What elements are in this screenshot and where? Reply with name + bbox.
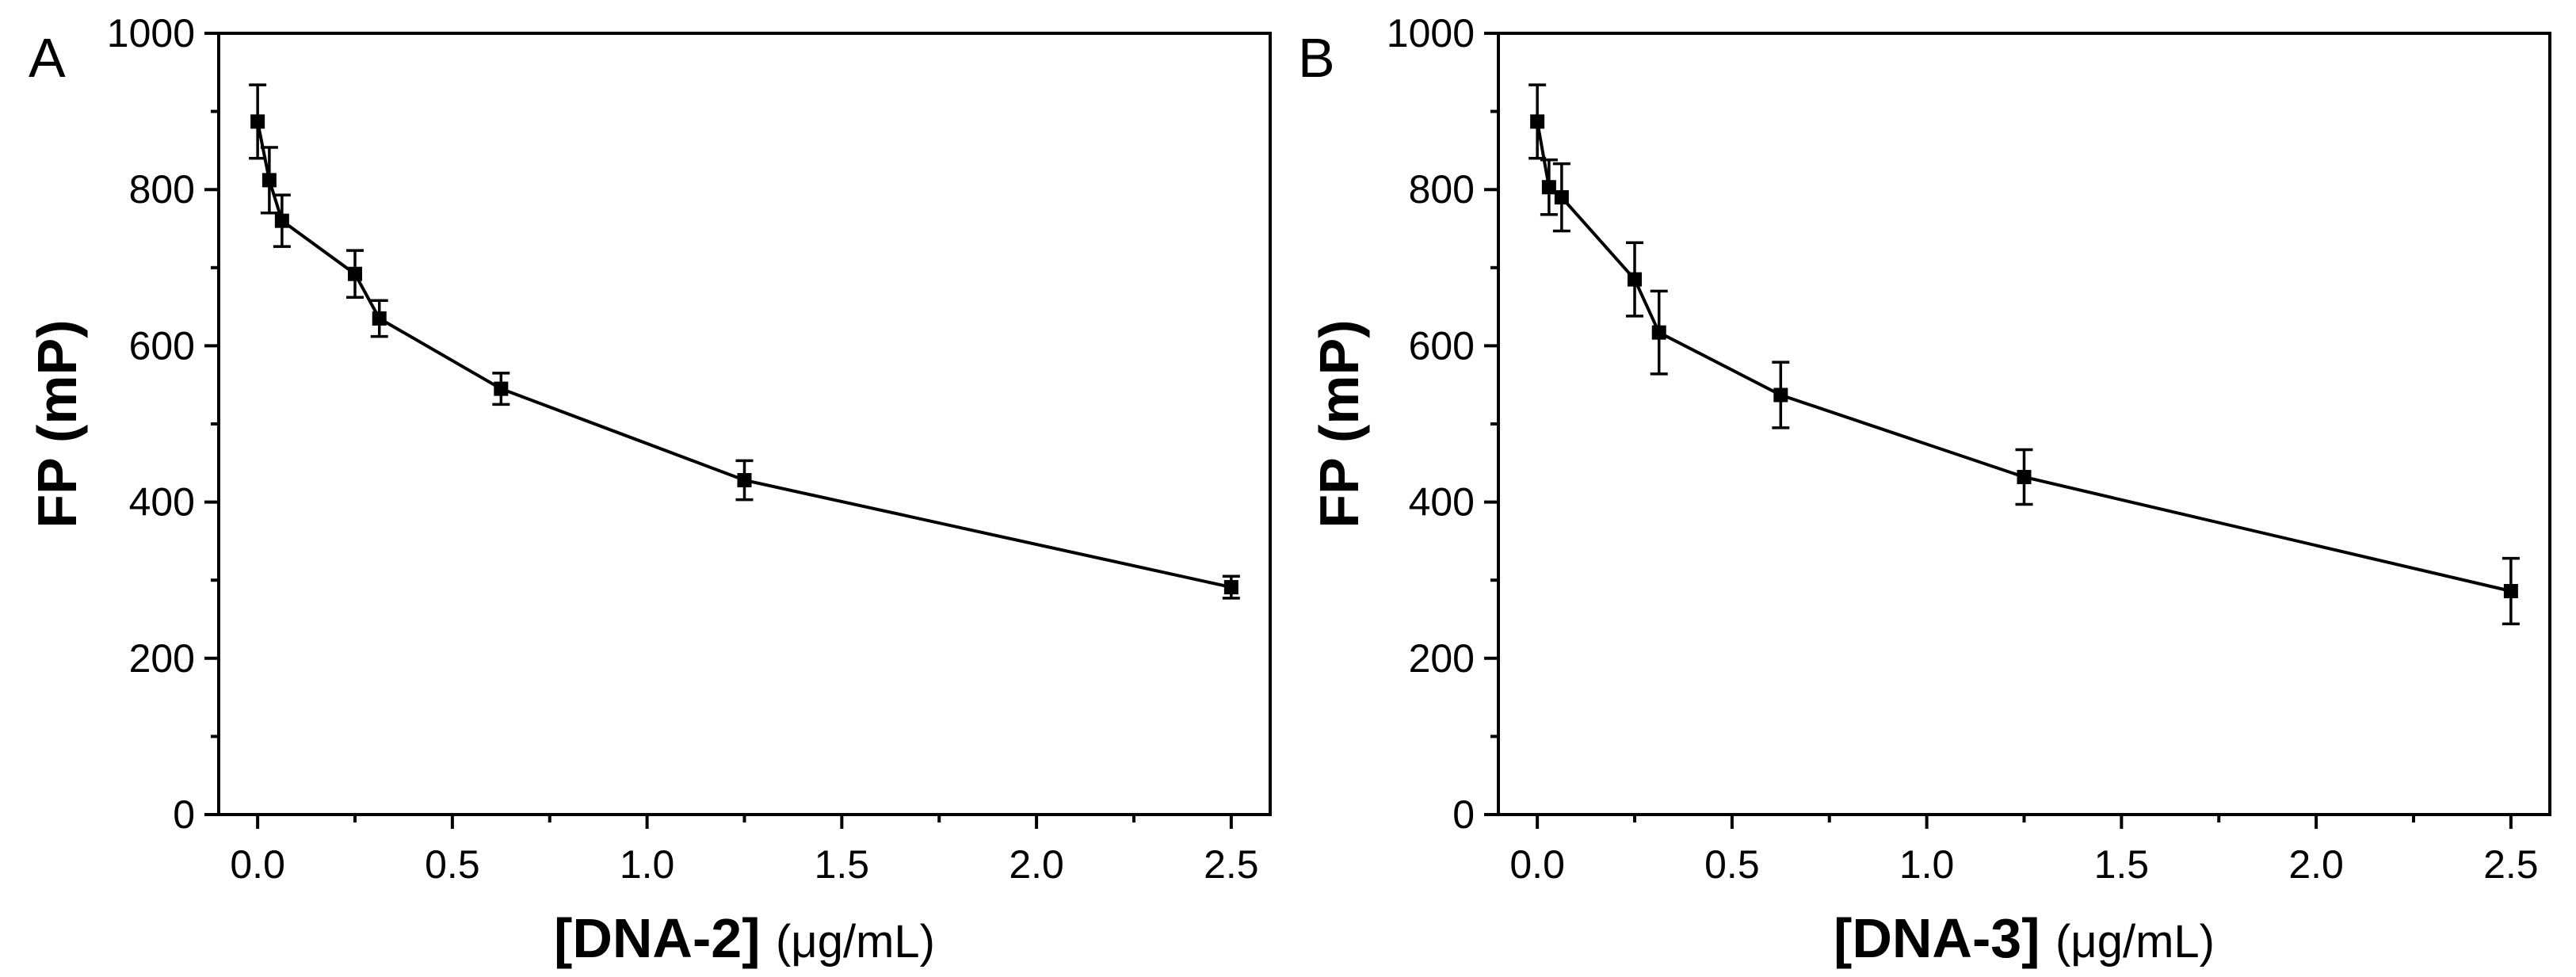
x-tick-label: 0.5 bbox=[425, 842, 480, 887]
x-axis-label: [DNA-2] bbox=[554, 907, 776, 969]
x-tick-label: 1.5 bbox=[2094, 842, 2150, 887]
x-tick-label: 2.0 bbox=[2288, 842, 2344, 887]
y-tick-label: 800 bbox=[1409, 167, 1475, 212]
data-point bbox=[1628, 272, 1643, 287]
data-point bbox=[1554, 190, 1569, 205]
x-tick-label: 0.0 bbox=[1509, 842, 1565, 887]
data-point bbox=[1651, 325, 1666, 340]
x-axis-unit: (μg/mL) bbox=[776, 916, 935, 967]
x-axis-title: [DNA-3] (μg/mL) bbox=[1834, 907, 2215, 969]
y-tick-label: 1000 bbox=[1387, 11, 1475, 55]
y-tick-label: 0 bbox=[173, 792, 195, 837]
chart-panel-b: 0 200 400 600 800 1000 0.0 0.5 1.0 1.5 2.0 2.5 [DNA-… bbox=[1298, 11, 2551, 969]
panel-label: B bbox=[1298, 27, 1335, 89]
panel-label: A bbox=[29, 27, 66, 89]
x-tick-label: 1.0 bbox=[1899, 842, 1955, 887]
data-point bbox=[1223, 580, 1238, 595]
y-tick-label: 200 bbox=[129, 636, 195, 681]
y-axis-title: FP (mP) bbox=[1308, 319, 1370, 528]
x-tick-label: 2.5 bbox=[1204, 842, 1259, 887]
chart-panel-a: 0 200 400 600 800 1000 0.0 0.5 1.0 1.5 2.0 2.5 [DNA-… bbox=[26, 11, 1272, 969]
data-point bbox=[1530, 114, 1545, 129]
x-tick-label: 0.5 bbox=[1704, 842, 1760, 887]
data-point bbox=[372, 311, 387, 326]
plot-frame bbox=[217, 32, 1272, 816]
y-tick-label: 400 bbox=[129, 480, 195, 525]
y-axis-title: FP (mP) bbox=[26, 319, 88, 528]
x-tick-label: 1.5 bbox=[815, 842, 870, 887]
y-tick-label: 600 bbox=[1409, 323, 1475, 368]
data-point bbox=[348, 266, 363, 281]
data-point bbox=[274, 213, 289, 228]
x-axis-title: [DNA-2] (μg/mL) bbox=[554, 907, 935, 969]
x-tick-label: 1.0 bbox=[620, 842, 675, 887]
plot-frame bbox=[1497, 32, 2551, 816]
x-tick-label: 2.5 bbox=[2483, 842, 2539, 887]
y-tick-label: 1000 bbox=[107, 11, 195, 55]
data-point bbox=[494, 381, 509, 396]
y-tick-label: 0 bbox=[1452, 792, 1475, 837]
y-tick-label: 600 bbox=[129, 323, 195, 368]
y-tick-label: 800 bbox=[129, 167, 195, 212]
series-line bbox=[256, 121, 1232, 590]
series-line bbox=[1536, 121, 2512, 593]
data-point bbox=[2017, 470, 2032, 485]
data-point bbox=[2503, 584, 2518, 599]
x-axis-label: [DNA-3] bbox=[1834, 907, 2055, 969]
x-tick-label: 0.0 bbox=[230, 842, 285, 887]
data-point bbox=[737, 472, 752, 487]
data-point bbox=[250, 114, 265, 129]
y-tick-label: 400 bbox=[1409, 480, 1475, 525]
x-axis-unit: (μg/mL) bbox=[2055, 916, 2215, 967]
y-tick-label: 200 bbox=[1409, 636, 1475, 681]
x-tick-label: 2.0 bbox=[1009, 842, 1064, 887]
data-point bbox=[1773, 387, 1788, 403]
data-point bbox=[261, 173, 277, 188]
data-point bbox=[1541, 180, 1556, 195]
